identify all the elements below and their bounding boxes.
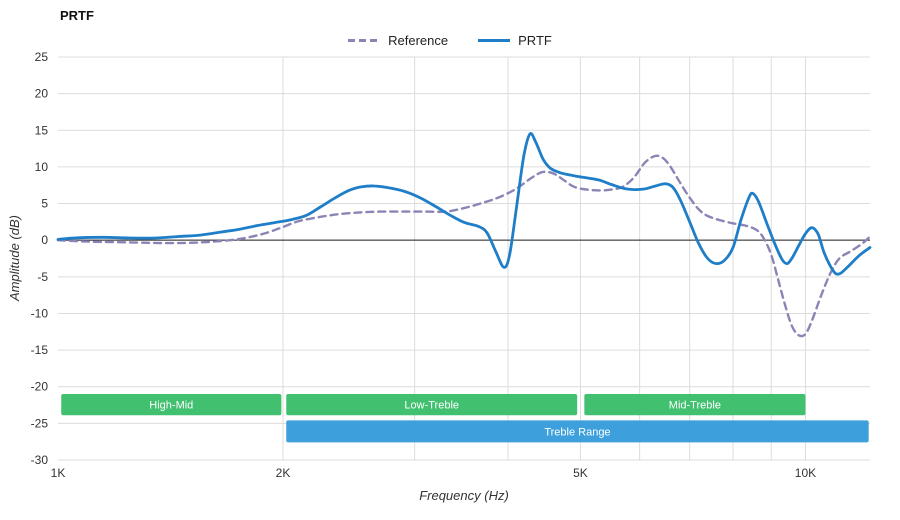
band-label-high-mid: High-Mid xyxy=(149,400,193,412)
y-tick-label: 10 xyxy=(35,160,49,174)
band-label-mid-treble: Mid-Treble xyxy=(669,400,721,412)
y-tick-label: -30 xyxy=(31,453,49,467)
series-line-reference xyxy=(56,154,872,338)
chart-title: PRTF xyxy=(60,8,94,23)
legend: Reference PRTF xyxy=(0,33,900,48)
legend-label-prtf: PRTF xyxy=(518,33,552,48)
band-treble-range xyxy=(286,420,869,443)
reference-dashed-line-swatch xyxy=(348,39,381,42)
y-tick-label: 25 xyxy=(35,50,49,64)
x-tick-label: 2K xyxy=(276,466,291,480)
band-label-treble-range: Treble Range xyxy=(544,426,610,438)
range-bands: High-Mid Low-Treble Mid-Treble Treble Range xyxy=(61,394,869,443)
y-tick-label: 5 xyxy=(41,197,48,211)
band-mid-treble xyxy=(584,394,806,416)
y-tick-label: 15 xyxy=(35,123,49,137)
x-axis-title: Frequency (Hz) xyxy=(419,488,509,503)
band-high-mid xyxy=(61,394,282,416)
legend-label-reference: Reference xyxy=(388,33,449,48)
y-tick-labels: 25 20 15 10 5 0 -5 -10 -15 -20 -25 -30 xyxy=(31,50,49,467)
band-low-treble xyxy=(286,394,578,416)
x-tick-labels: 1K 2K 5K 10K xyxy=(51,466,816,480)
y-tick-label: 20 xyxy=(35,87,49,101)
x-tick-label: 1K xyxy=(51,466,66,480)
x-tick-label: 5K xyxy=(573,466,588,480)
y-tick-label: -20 xyxy=(31,380,49,394)
legend-item-prtf[interactable]: PRTF xyxy=(478,33,552,48)
y-tick-label: -25 xyxy=(31,416,49,430)
y-tick-label: 0 xyxy=(41,233,48,247)
y-axis-title: Amplitude (dB) xyxy=(7,215,22,301)
band-label-low-treble: Low-Treble xyxy=(404,400,459,412)
x-tick-label: 10K xyxy=(795,466,816,480)
series-line-prtf xyxy=(56,132,872,276)
y-tick-label: -10 xyxy=(31,306,49,320)
prtf-solid-line-swatch xyxy=(478,39,511,42)
y-tick-label: -5 xyxy=(37,270,48,284)
y-tick-label: -15 xyxy=(31,343,49,357)
legend-item-reference[interactable]: Reference xyxy=(348,33,448,48)
